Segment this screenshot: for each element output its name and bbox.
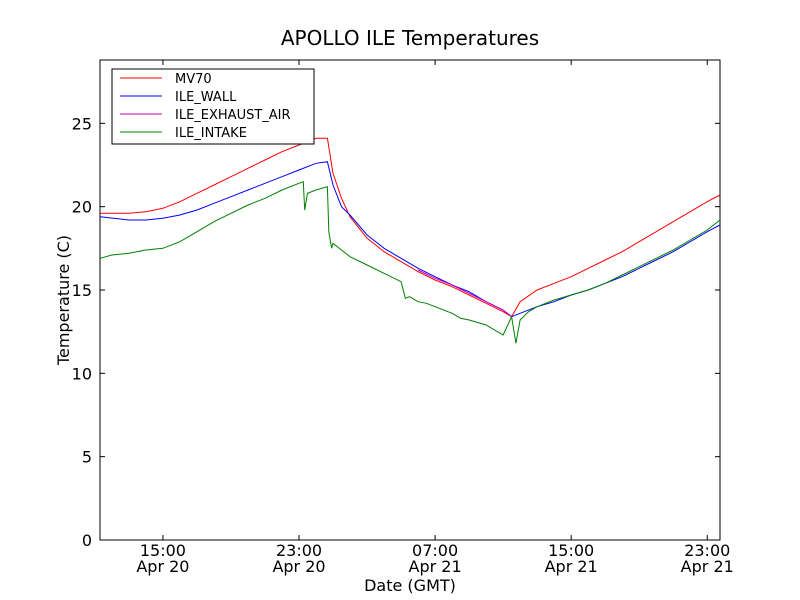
legend-label: MV70 (175, 72, 212, 87)
legend-label: ILE_EXHAUST_AIR (175, 108, 291, 123)
series-line-mv70 (100, 137, 721, 318)
x-tick-date-label: Apr 21 (409, 557, 462, 576)
series-line-ile-exhaust-air (417, 269, 512, 318)
y-tick-label: 15 (72, 281, 92, 300)
y-tick-label: 25 (72, 114, 92, 133)
legend-label: ILE_WALL (175, 90, 237, 105)
y-axis-label: Temperature (C) (54, 235, 73, 366)
x-tick-label: 23:00 (276, 541, 322, 560)
series-layer (99, 137, 721, 344)
x-axis-label: Date (GMT) (364, 576, 456, 595)
y-tick-label: 10 (72, 364, 92, 383)
x-tick-date-label: Apr 21 (681, 557, 734, 576)
x-tick-date-label: Apr 20 (136, 557, 189, 576)
y-tick-label: 20 (72, 198, 92, 217)
x-tick-label: 15:00 (140, 541, 186, 560)
y-tick-label: 5 (82, 448, 92, 467)
x-tick-date-label: Apr 20 (272, 557, 325, 576)
x-tick-label: 23:00 (684, 541, 730, 560)
x-tick-date-label: Apr 21 (545, 557, 598, 576)
y-tick-label: 0 (82, 531, 92, 550)
x-tick-label: 15:00 (548, 541, 594, 560)
legend-label: ILE_INTAKE (175, 126, 247, 141)
x-tick-label: 07:00 (412, 541, 458, 560)
chart-title: APOLLO ILE Temperatures (281, 26, 539, 50)
legend: MV70 ILE_WALL ILE_EXHAUST_AIR ILE_INTAKE (111, 68, 315, 145)
y-axis: 0 5 10 15 20 25 (72, 114, 720, 550)
series-line-ile-intake (99, 180, 721, 344)
series-line-ile-wall (99, 161, 721, 318)
